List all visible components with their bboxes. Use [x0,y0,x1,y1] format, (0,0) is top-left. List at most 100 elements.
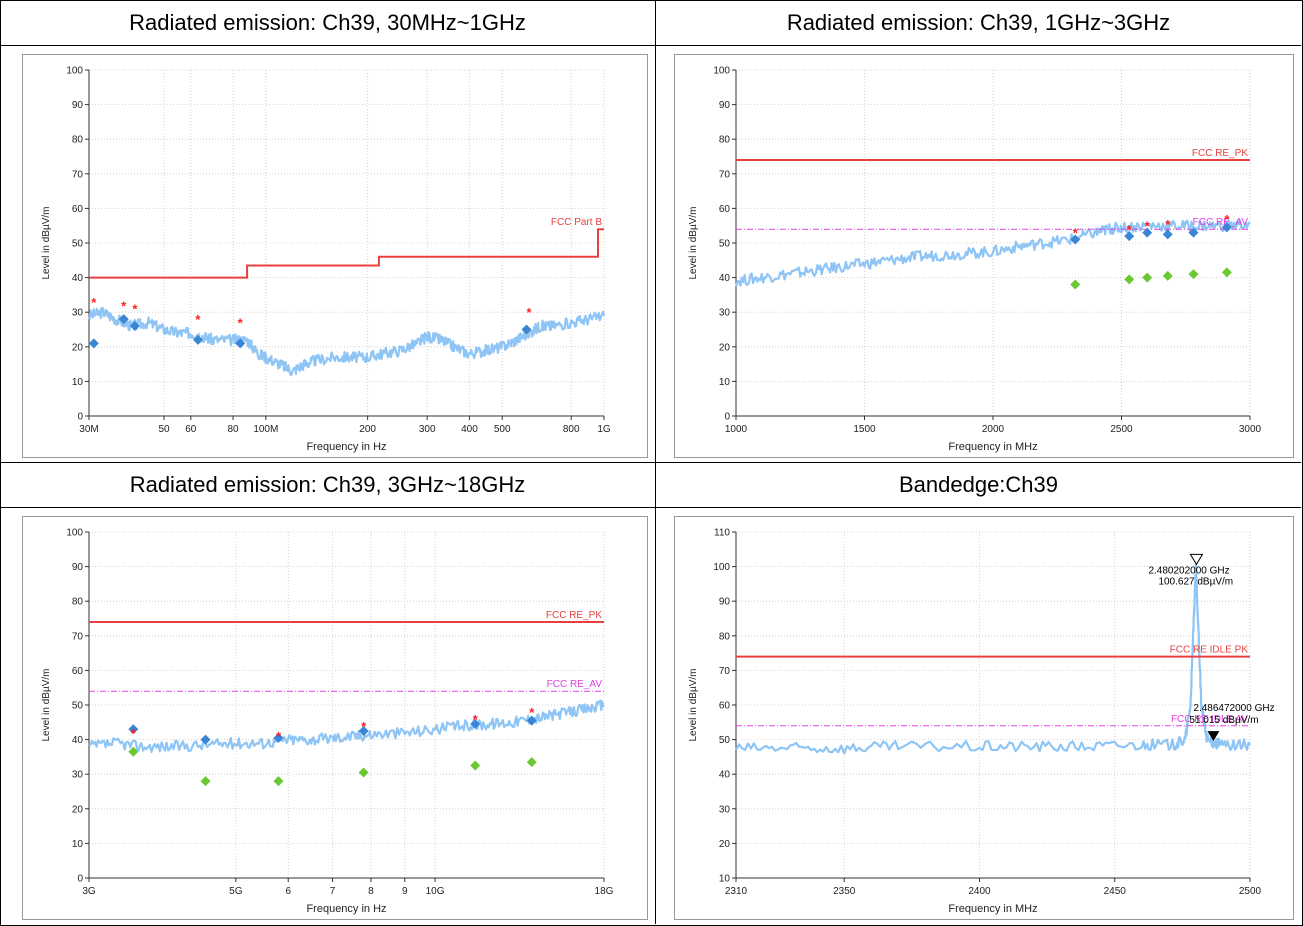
av-marker [200,734,211,745]
y-tick-label: 30 [719,804,731,815]
cav-marker [1221,267,1232,278]
y-tick-label: 60 [719,204,731,215]
y-tick-label: 30 [72,308,84,319]
peak-annotation-frequency: 2.480202000 GHz [1148,565,1229,576]
grid-divider-title-bottom [0,507,1301,508]
measurement-trace [735,563,1251,755]
y-tick-label: 90 [719,100,731,111]
x-tick-label: 800 [563,424,580,435]
y-tick-label: 40 [72,273,84,284]
qp-marker [88,338,99,349]
cav-marker [526,757,537,768]
av-marker [470,719,481,730]
x-axis-label: Frequency in Hz [306,903,386,915]
peak-marker: * [529,705,535,720]
peak-marker: * [1145,219,1151,234]
peak-marker: * [132,302,138,317]
y-tick-label: 70 [72,631,84,642]
peak-marker: * [195,312,201,327]
y-tick-label: 50 [719,735,731,746]
panel-title-1: Radiated emission: Ch39, 30MHz~1GHz [129,10,526,35]
x-tick-label: 500 [494,424,511,435]
panel-title-3: Radiated emission: Ch39, 3GHz~18GHz [129,472,526,497]
y-tick-label: 30 [72,770,84,781]
grid-divider-title-top [0,45,1301,46]
y-tick-label: 70 [719,169,731,180]
qp-marker [192,334,203,345]
av-marker [1142,227,1153,238]
x-tick-label: 2450 [1104,886,1127,897]
y-tick-label: 60 [72,666,84,677]
limit-label: FCC Part B [551,217,602,228]
x-tick-label: 2000 [982,424,1005,435]
y-tick-label: 50 [72,701,84,712]
x-tick-label: 2500 [1110,424,1133,435]
x-axis-label: Frequency in MHz [948,903,1037,915]
av-marker [1124,231,1135,242]
peak-marker: * [473,712,479,727]
x-tick-label: 1G [597,424,611,435]
y-tick-label: 100 [66,528,83,539]
peak-marker: * [1127,222,1133,237]
y-tick-label: 20 [72,342,84,353]
x-tick-label: 6 [285,886,291,897]
y-tick-label: 100 [66,66,83,77]
peak-marker: * [131,726,137,741]
y-tick-label: 40 [72,735,84,746]
x-tick-label: 1500 [853,424,876,435]
y-tick-label: 50 [72,239,84,250]
x-tick-label: 9 [402,886,408,897]
x-tick-label: 10G [426,886,445,897]
y-tick-label: 100 [713,66,730,77]
edge-marker-triangle [1207,731,1220,742]
y-tick-label: 70 [719,666,731,677]
cav-marker [1142,272,1153,283]
chart-frame-4 [674,516,1294,920]
av-marker [128,724,139,735]
cav-marker [1070,279,1081,290]
y-tick-label: 90 [72,100,84,111]
av-marker [1188,227,1199,238]
y-axis-label: Level in dBµV/m [688,206,699,279]
cav-marker [1188,269,1199,280]
y-axis-label: Level in dBµV/m [41,668,52,741]
y-tick-label: 10 [72,839,84,850]
peak-marker: * [121,298,127,313]
peak-marker: * [361,719,367,734]
x-tick-label: 7 [330,886,336,897]
y-tick-label: 40 [719,273,731,284]
peak-marker: * [238,316,244,331]
limit-label: FCC RE IDLE AV [1171,714,1248,725]
panel-title-2: Radiated emission: Ch39, 1GHz~3GHz [786,10,1171,35]
limit-line [89,228,604,279]
peak-marker: * [1165,217,1171,232]
y-axis-label: Level in dBµV/m [41,206,52,279]
y-tick-label: 40 [719,770,731,781]
x-tick-label: 8 [368,886,374,897]
cav-marker [200,776,211,787]
x-tick-label: 30M [79,424,98,435]
y-tick-label: 0 [77,874,83,885]
x-tick-label: 100M [253,424,278,435]
av-marker [526,715,537,726]
edge-annotation-frequency: 2.486472000 GHz [1193,703,1274,714]
av-marker [273,732,284,743]
edge-annotation-level: 51.015 dBµV/m [1189,715,1258,726]
measurement-trace [734,219,1251,287]
x-tick-label: 3000 [1239,424,1262,435]
x-tick-label: 50 [158,424,170,435]
y-tick-label: 10 [719,874,731,885]
y-tick-label: 10 [719,377,731,388]
limit-label: FCC RE IDLE PK [1170,645,1249,656]
y-tick-label: 60 [719,701,731,712]
y-tick-label: 70 [72,169,84,180]
cav-marker [470,760,481,771]
x-axis-label: Frequency in Hz [306,441,386,453]
qp-marker [118,314,129,325]
x-tick-label: 2500 [1239,886,1262,897]
peak-marker: * [1073,226,1079,241]
limit-label: FCC RE_AV [547,679,603,690]
